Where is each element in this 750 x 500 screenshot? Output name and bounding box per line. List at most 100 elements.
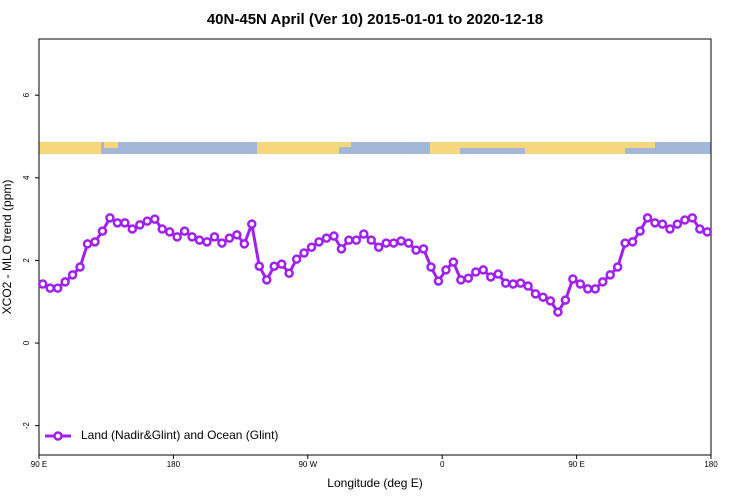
data-point [388, 238, 399, 248]
data-point [149, 214, 160, 224]
y-tick-label: -2 [22, 422, 31, 430]
land-band [625, 142, 655, 148]
x-tick-label: 90 E [568, 460, 584, 469]
data-point [568, 274, 578, 284]
land-band [525, 142, 575, 154]
data-point [261, 275, 272, 285]
data-point [493, 269, 503, 279]
x-axis-label: Longitude (deg E) [327, 476, 422, 490]
data-point [366, 235, 377, 245]
legend-label: Land (Nadir&Glint) and Ocean (Glint) [81, 428, 278, 442]
data-point [448, 257, 459, 267]
data-point [605, 270, 615, 280]
data-point [164, 227, 175, 237]
chart-title: 40N-45N April (Ver 10) 2015-01-01 to 202… [207, 11, 543, 28]
x-tick-label: 180 [704, 460, 718, 469]
data-point [269, 261, 279, 271]
data-point [224, 233, 235, 243]
data-point [433, 276, 444, 286]
data-point [418, 244, 429, 254]
data-point [45, 283, 55, 293]
data-point [456, 275, 466, 285]
data-point [597, 277, 608, 287]
data-point [545, 296, 556, 306]
data-point [217, 238, 227, 248]
data-point [209, 232, 220, 242]
data-point [672, 219, 683, 229]
legend-swatch-marker [53, 431, 63, 441]
data-point [247, 219, 257, 229]
land-band [257, 142, 339, 154]
data-point [381, 238, 391, 248]
y-axis-label: XCO2 - MLO trend (ppm) [0, 180, 14, 315]
data-point [373, 242, 384, 252]
data-point [120, 218, 130, 228]
data-point [336, 244, 347, 254]
data-point [37, 279, 48, 289]
data-point [202, 237, 212, 247]
data-point [187, 232, 197, 242]
data-point [60, 277, 70, 287]
data-point [665, 224, 675, 234]
data-point [344, 235, 354, 245]
data-point [284, 268, 294, 278]
land-band [430, 142, 460, 154]
land-band [460, 142, 525, 148]
data-point [575, 279, 586, 289]
data-point [635, 226, 645, 236]
data-point [52, 283, 63, 293]
data-point [642, 213, 653, 223]
data-point [478, 265, 489, 275]
data-point [172, 232, 182, 242]
data-point [329, 231, 339, 241]
data-point [530, 289, 541, 299]
data-point [105, 213, 115, 223]
data-point [687, 213, 698, 223]
data-point [702, 227, 713, 237]
series-line [42, 215, 708, 315]
data-point [426, 262, 436, 272]
data-point [351, 235, 362, 245]
data-point [254, 261, 265, 271]
data-point [127, 224, 138, 234]
data-point [194, 235, 205, 245]
data-point [590, 284, 601, 294]
data-point [612, 262, 623, 272]
data-point [97, 226, 108, 236]
data-point [314, 237, 324, 247]
data-point [396, 236, 406, 246]
land-band [104, 142, 118, 148]
land-band [575, 142, 625, 154]
land-band [39, 142, 101, 154]
plot-frame [38, 38, 712, 456]
y-tick-label: 6 [22, 92, 31, 97]
y-tick-label: 4 [22, 175, 31, 180]
data-point [232, 230, 242, 240]
data-point [463, 273, 474, 283]
data-point [75, 262, 85, 272]
data-point [620, 238, 630, 248]
data-point [239, 239, 250, 249]
data-point [299, 248, 309, 258]
data-point [485, 272, 496, 282]
data-point [90, 237, 100, 247]
data-point [553, 307, 563, 317]
data-point [142, 216, 153, 226]
land-ocean-band [39, 142, 711, 154]
data-point [82, 239, 93, 249]
data-point [276, 259, 287, 269]
data-point [583, 284, 593, 294]
data-point [523, 281, 533, 291]
y-tick-label: 2 [22, 258, 31, 263]
data-point [680, 215, 690, 225]
data-point [135, 220, 145, 230]
land-band [339, 142, 351, 147]
data-point [560, 295, 571, 305]
y-tick-label: 0 [22, 340, 31, 345]
data-point [67, 270, 78, 280]
x-tick-label: 90 E [31, 460, 47, 469]
data-point [471, 267, 481, 277]
data-point [306, 242, 317, 252]
data-point [291, 254, 302, 264]
